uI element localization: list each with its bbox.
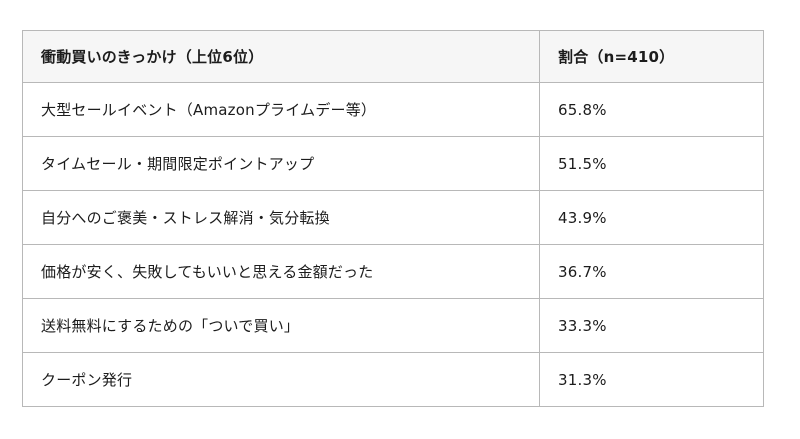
percent-column-header: 割合（n=410） [539,30,764,83]
table-row: 大型セールイベント（Amazonプライムデー等） 65.8% [22,82,764,137]
percent-cell: 33.3% [539,298,764,353]
trigger-cell: 価格が安く、失敗してもいいと思える金額だった [22,244,540,299]
trigger-cell: クーポン発行 [22,352,540,407]
trigger-cell: 送料無料にするための「ついで買い」 [22,298,540,353]
trigger-cell: 自分へのご褒美・ストレス解消・気分転換 [22,190,540,245]
table-row: クーポン発行 31.3% [22,352,764,407]
table-row: 価格が安く、失敗してもいいと思える金額だった 36.7% [22,244,764,299]
trigger-column-header: 衝動買いのきっかけ（上位6位） [22,30,540,83]
table-header-row: 衝動買いのきっかけ（上位6位） 割合（n=410） [22,30,764,83]
percent-cell: 51.5% [539,136,764,191]
percent-cell: 31.3% [539,352,764,407]
table-row: 自分へのご褒美・ストレス解消・気分転換 43.9% [22,190,764,245]
trigger-cell: 大型セールイベント（Amazonプライムデー等） [22,82,540,137]
trigger-cell: タイムセール・期間限定ポイントアップ [22,136,540,191]
table-row: タイムセール・期間限定ポイントアップ 51.5% [22,136,764,191]
percent-cell: 43.9% [539,190,764,245]
percent-cell: 36.7% [539,244,764,299]
percent-cell: 65.8% [539,82,764,137]
table-row: 送料無料にするための「ついで買い」 33.3% [22,298,764,353]
impulse-buying-triggers-table: 衝動買いのきっかけ（上位6位） 割合（n=410） 大型セールイベント（Amaz… [22,30,764,407]
